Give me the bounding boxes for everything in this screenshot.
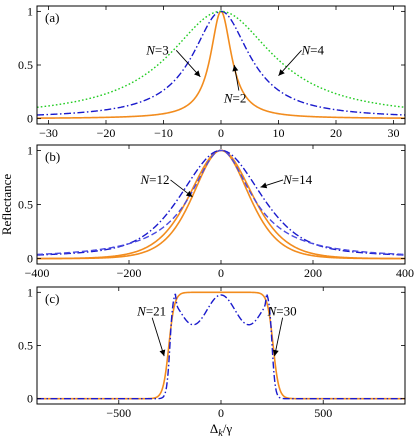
- series-line-N14-1: [37, 149, 405, 260]
- x-tick-label: 0: [218, 126, 224, 140]
- annotation-arrowhead: [278, 69, 285, 76]
- plot-frame: [36, 144, 406, 265]
- y-tick-label: 1: [27, 285, 33, 299]
- annotation-arrowhead: [159, 349, 166, 357]
- x-tick-label: −400: [25, 266, 50, 280]
- x-tick-label: −20: [97, 126, 116, 140]
- y-tick-label: 0.5: [18, 198, 33, 212]
- annotation-label: N=14: [282, 172, 313, 187]
- panel-2: −400 −200 0 200 400 0 0.5 1 (b) N=12 N=14 Reflectan…: [0, 143, 414, 280]
- x-tick-label: 200: [304, 266, 322, 280]
- annotation-label: N=30: [267, 304, 297, 319]
- annotation-label: N=21: [136, 304, 166, 319]
- x-tick-label: −500: [106, 406, 131, 420]
- series-line-N14-3: [36, 149, 406, 256]
- annotation-arrowhead: [185, 190, 193, 197]
- x-tick-label: 400: [396, 266, 414, 280]
- panel-3: −500 0 500 0 0.5 1 (c) N=21 N=30 Δk/γ: [18, 285, 406, 436]
- y-tick-label: 1: [27, 143, 33, 157]
- y-tick-label: 0: [27, 252, 33, 266]
- annotation-arrowhead: [272, 349, 279, 357]
- panel-label: (b): [45, 149, 60, 164]
- series-line-N4-2: [36, 10, 406, 108]
- panel-1: −30 −20 −10 0 10 20 30 0 0.5 1 (a) N=3 N=4 N=2: [18, 4, 406, 140]
- series-line-N3-1: [36, 10, 406, 116]
- annotation-label: N=4: [301, 42, 325, 57]
- x-tick-label: 0: [218, 266, 224, 280]
- y-axis-label: Reflectance: [0, 174, 14, 236]
- y-tick-label: 1: [27, 4, 33, 18]
- annotation-arrowhead: [232, 65, 239, 72]
- x-tick-label: 0: [218, 406, 224, 420]
- annotation-label: N=2: [223, 91, 247, 106]
- x-tick-label: 20: [330, 126, 342, 140]
- panel-label: (a): [45, 10, 59, 25]
- x-tick-label: 10: [273, 126, 285, 140]
- x-tick-label: −30: [39, 126, 58, 140]
- annotation-arrow: [151, 317, 165, 357]
- annotation-label: N=12: [140, 172, 170, 187]
- series-line-N2-0: [37, 10, 405, 119]
- x-tick-label: 500: [314, 406, 332, 420]
- plot-frame: [36, 5, 406, 125]
- y-tick-label: 0: [27, 112, 33, 126]
- x-tick-label: −10: [154, 126, 173, 140]
- x-tick-label: −200: [117, 266, 142, 280]
- annotation-arrowhead: [194, 70, 201, 77]
- series-line-N12-0: [37, 149, 405, 260]
- plot-frame: [36, 286, 406, 405]
- series-line-N12-2: [36, 149, 406, 256]
- series-line-N21-0: [37, 291, 405, 400]
- y-tick-label: 0: [27, 392, 33, 406]
- x-tick-label: 30: [388, 126, 400, 140]
- annotation-label: N=3: [145, 42, 169, 57]
- y-tick-label: 0.5: [18, 58, 33, 72]
- series-line-N30-1: [37, 293, 405, 400]
- x-axis-label: Δk/γ: [210, 421, 232, 436]
- panel-label: (c): [45, 291, 59, 306]
- y-tick-label: 0.5: [18, 339, 33, 353]
- annotation-arrow: [274, 317, 284, 357]
- annotation-arrowhead: [260, 182, 268, 189]
